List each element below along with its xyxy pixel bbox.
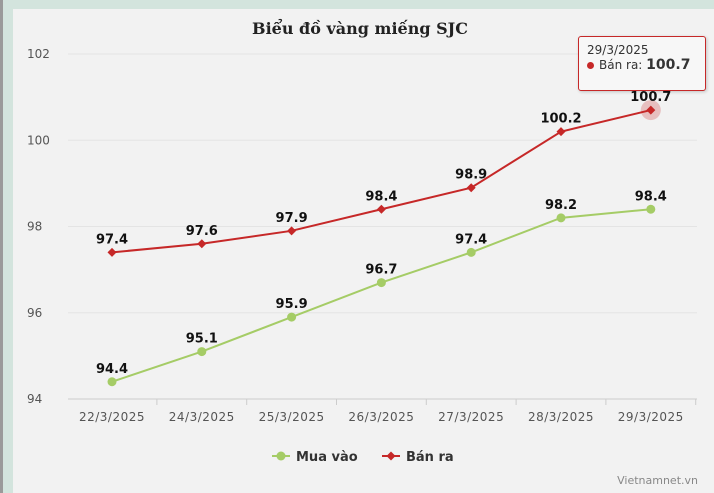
data-label: 98.2 (545, 198, 577, 213)
data-point[interactable] (376, 278, 386, 288)
data-point[interactable] (646, 105, 656, 115)
legend-marker-icon (276, 451, 286, 461)
data-point[interactable] (556, 127, 566, 137)
legend-marker-icon (386, 451, 396, 461)
data-point[interactable] (107, 377, 117, 387)
y-tick-label: 98 (27, 220, 42, 234)
data-point[interactable] (197, 239, 207, 249)
data-label: 97.4 (455, 232, 487, 247)
tooltip-value: 100.7 (646, 57, 691, 73)
credit-text: Vietnamnet.vn (617, 474, 698, 487)
x-tick-label: 27/3/2025 (438, 410, 504, 424)
data-label: 95.9 (276, 297, 308, 312)
data-label: 98.4 (635, 189, 667, 204)
series-dot-icon (587, 62, 594, 69)
data-point[interactable] (287, 312, 297, 322)
y-tick-label: 102 (27, 47, 50, 61)
data-label: 95.1 (186, 332, 218, 347)
data-point[interactable] (107, 247, 117, 257)
x-tick-label: 22/3/2025 (79, 410, 145, 424)
data-point[interactable] (466, 247, 476, 257)
data-label: 100.2 (540, 112, 581, 127)
data-label: 94.4 (96, 362, 128, 377)
tooltip-label: Bán ra: (599, 58, 643, 72)
y-tick-label: 96 (27, 306, 42, 320)
data-label: 97.4 (96, 232, 128, 247)
data-point[interactable] (466, 183, 476, 193)
data-point[interactable] (197, 347, 207, 357)
data-point[interactable] (646, 204, 656, 214)
data-point[interactable] (287, 226, 297, 236)
legend-item[interactable]: Mua vào (296, 450, 358, 465)
legend-item[interactable]: Bán ra (406, 450, 454, 465)
tooltip: 29/3/2025 Bán ra: 100.7 (578, 36, 706, 91)
data-label: 97.9 (276, 211, 308, 226)
chart-title: Biểu đồ vàng miếng SJC (252, 17, 468, 38)
x-tick-label: 29/3/2025 (618, 410, 684, 424)
x-tick-label: 28/3/2025 (528, 410, 594, 424)
data-label: 100.7 (630, 90, 671, 105)
y-tick-label: 94 (27, 392, 42, 406)
data-point[interactable] (376, 204, 386, 214)
data-label: 97.6 (186, 224, 218, 239)
x-tick-label: 24/3/2025 (169, 410, 235, 424)
x-tick-label: 26/3/2025 (348, 410, 414, 424)
data-label: 96.7 (365, 263, 397, 278)
x-tick-label: 25/3/2025 (259, 410, 325, 424)
data-label: 98.9 (455, 168, 487, 183)
tooltip-date: 29/3/2025 (587, 43, 649, 57)
y-tick-label: 100 (27, 133, 50, 147)
data-point[interactable] (556, 213, 566, 223)
data-label: 98.4 (365, 189, 397, 204)
